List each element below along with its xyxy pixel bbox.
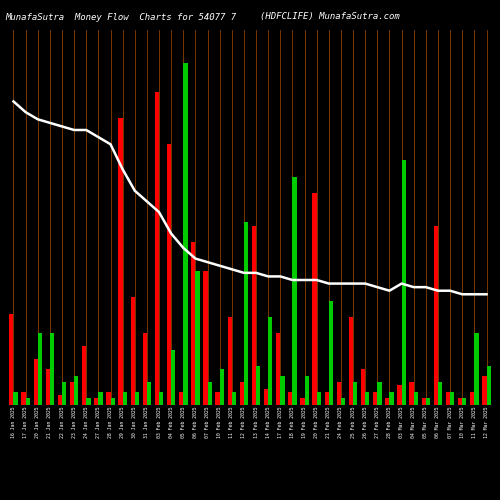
- Bar: [252, 226, 256, 405]
- Bar: [373, 392, 378, 405]
- Bar: [86, 398, 90, 405]
- Bar: [288, 392, 292, 405]
- Bar: [402, 160, 406, 405]
- Bar: [216, 392, 220, 405]
- Bar: [244, 222, 248, 405]
- Bar: [378, 382, 382, 405]
- Bar: [268, 317, 272, 405]
- Bar: [204, 272, 208, 405]
- Bar: [34, 360, 38, 405]
- Bar: [256, 366, 260, 405]
- Bar: [482, 376, 486, 405]
- Bar: [106, 392, 110, 405]
- Bar: [240, 382, 244, 405]
- Bar: [171, 350, 175, 405]
- Bar: [58, 395, 62, 405]
- Bar: [208, 382, 212, 405]
- Bar: [341, 398, 345, 405]
- Bar: [110, 398, 115, 405]
- Bar: [118, 118, 122, 405]
- Bar: [385, 398, 390, 405]
- Bar: [414, 392, 418, 405]
- Bar: [184, 62, 188, 405]
- Bar: [179, 392, 184, 405]
- Bar: [446, 392, 450, 405]
- Bar: [324, 392, 329, 405]
- Bar: [38, 334, 42, 405]
- Bar: [98, 392, 102, 405]
- Bar: [70, 382, 74, 405]
- Bar: [82, 346, 86, 405]
- Bar: [336, 382, 341, 405]
- Bar: [426, 398, 430, 405]
- Bar: [220, 369, 224, 405]
- Bar: [122, 392, 127, 405]
- Bar: [228, 317, 232, 405]
- Bar: [462, 398, 466, 405]
- Bar: [398, 386, 402, 405]
- Text: (HDFCLIFE) MunafaSutra.com: (HDFCLIFE) MunafaSutra.com: [260, 12, 400, 22]
- Bar: [22, 392, 26, 405]
- Bar: [361, 369, 365, 405]
- Bar: [46, 369, 50, 405]
- Bar: [349, 317, 353, 405]
- Bar: [264, 388, 268, 405]
- Bar: [14, 392, 18, 405]
- Bar: [458, 398, 462, 405]
- Bar: [292, 176, 296, 405]
- Bar: [422, 398, 426, 405]
- Bar: [94, 398, 98, 405]
- Bar: [232, 392, 236, 405]
- Bar: [191, 242, 196, 405]
- Bar: [312, 193, 316, 405]
- Bar: [470, 392, 474, 405]
- Bar: [142, 334, 147, 405]
- Bar: [196, 272, 200, 405]
- Bar: [155, 92, 159, 405]
- Bar: [280, 376, 284, 405]
- Bar: [410, 382, 414, 405]
- Bar: [276, 334, 280, 405]
- Bar: [147, 382, 151, 405]
- Bar: [353, 382, 358, 405]
- Bar: [316, 392, 321, 405]
- Bar: [130, 298, 135, 405]
- Bar: [9, 314, 14, 405]
- Bar: [390, 392, 394, 405]
- Bar: [167, 144, 171, 405]
- Bar: [434, 226, 438, 405]
- Bar: [365, 392, 370, 405]
- Bar: [329, 300, 333, 405]
- Bar: [26, 398, 30, 405]
- Bar: [438, 382, 442, 405]
- Bar: [474, 334, 478, 405]
- Bar: [300, 398, 304, 405]
- Bar: [62, 382, 66, 405]
- Text: MunafaSutra  Money Flow  Charts for 54077 7: MunafaSutra Money Flow Charts for 54077 …: [5, 12, 236, 22]
- Bar: [486, 366, 491, 405]
- Bar: [74, 376, 78, 405]
- Bar: [159, 392, 164, 405]
- Bar: [304, 376, 309, 405]
- Bar: [450, 392, 454, 405]
- Bar: [135, 392, 139, 405]
- Bar: [50, 334, 54, 405]
